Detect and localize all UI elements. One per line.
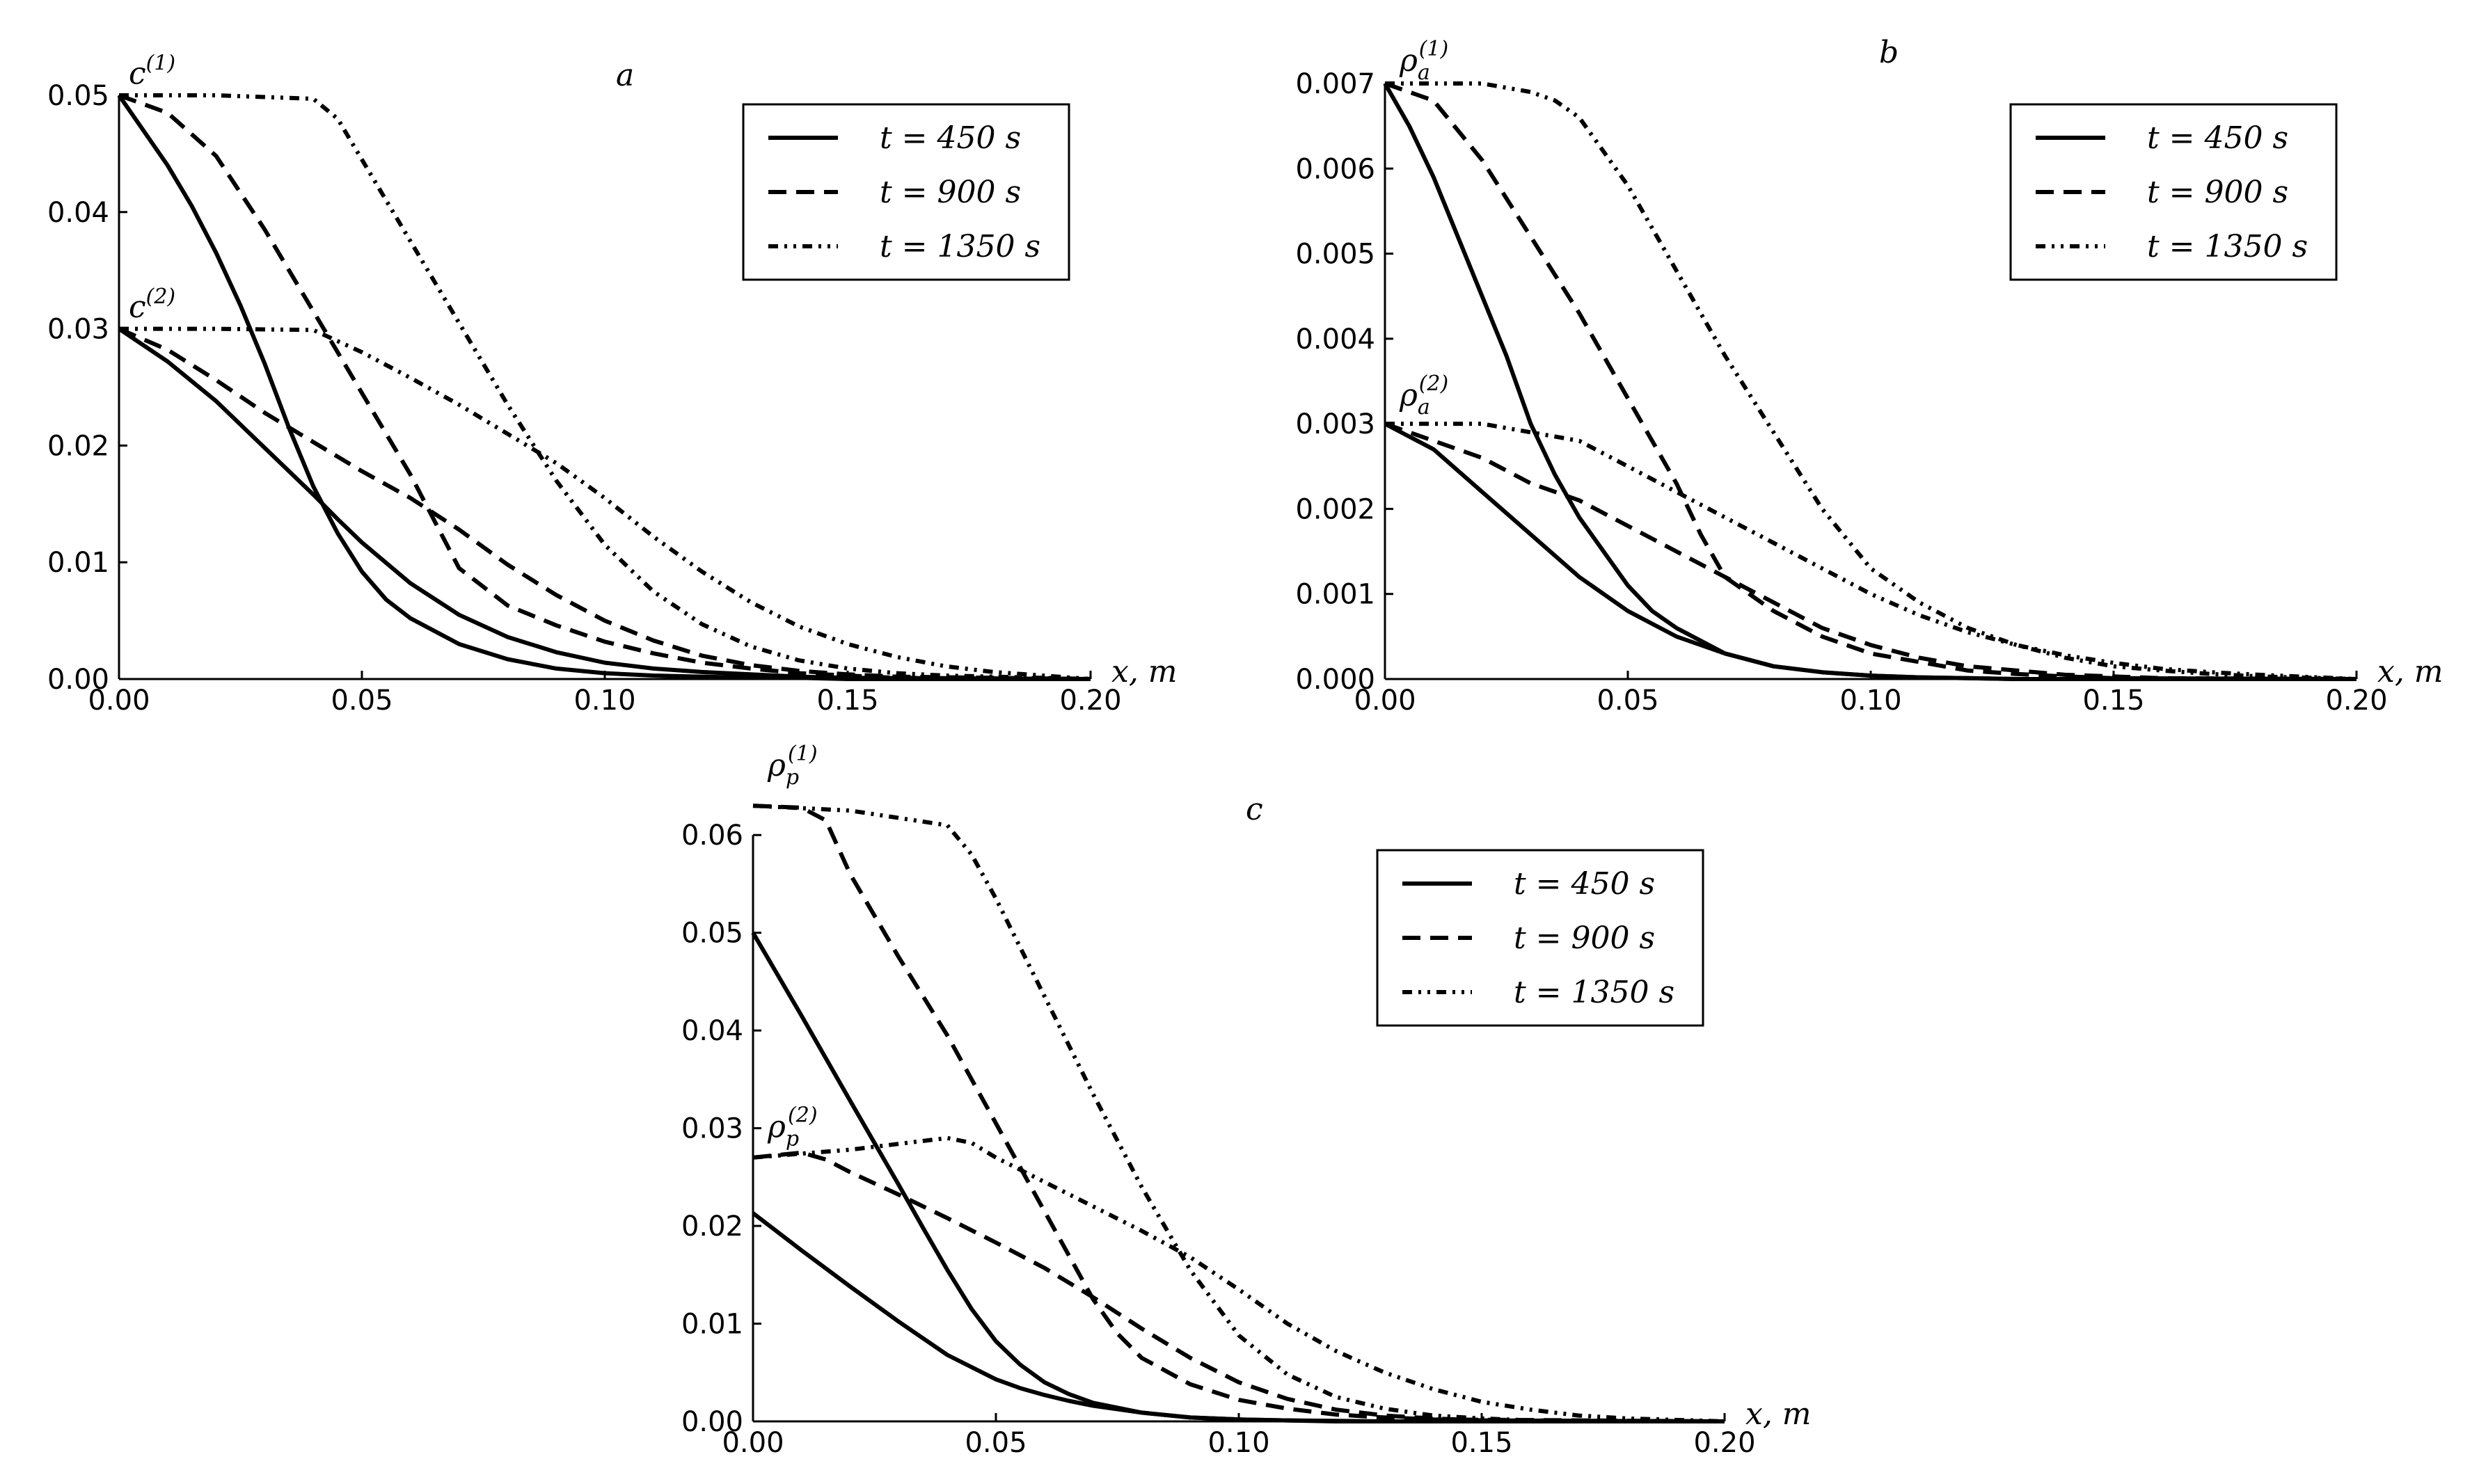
x-tick-label: 0.05 <box>965 1427 1027 1459</box>
x-tick-label: 0.20 <box>1693 1427 1755 1459</box>
legend-label: t = 450 s <box>1514 866 1655 902</box>
y-tick-label: 0.04 <box>681 1015 743 1047</box>
y-tick-label: 0.004 <box>1295 324 1375 356</box>
series-line <box>1384 422 2357 681</box>
y-tick-label: 0.00 <box>47 664 109 696</box>
legend-label: t = 1350 s <box>1514 975 1674 1010</box>
panel-a: 0.00 0.05 0.10 0.15 0.20 0.00 0.01 0.02 0.03 0.04… <box>47 51 1178 717</box>
y-tick-label: 0.01 <box>681 1309 743 1341</box>
legend: t = 450 s t = 900 s t = 1350 s <box>2009 103 2338 281</box>
y-tick-label: 0.05 <box>681 918 743 950</box>
x-tick-label: 0.10 <box>573 685 635 717</box>
y-tick-label: 0.03 <box>47 314 109 346</box>
y-tick-label: 0.02 <box>681 1211 743 1243</box>
y-tick-label: 0.02 <box>47 430 109 462</box>
series-line <box>1384 422 2357 681</box>
panel-label: a <box>616 58 634 93</box>
x-tick-label: 0.10 <box>1839 685 1901 717</box>
series-line <box>119 93 1091 681</box>
y-tick-label: 0.00 <box>681 1406 743 1438</box>
x-tick-label: 0.00 <box>722 1427 784 1459</box>
y-tick-label: 0.03 <box>681 1113 743 1145</box>
x-tick-label: 0.05 <box>331 685 393 717</box>
y-tick-label: 0.002 <box>1295 493 1375 525</box>
x-axis-label: x, m <box>1745 1396 1812 1432</box>
x-tick-label: 0.15 <box>816 685 878 717</box>
panel-b: 0.00 0.05 0.10 0.15 0.20 0.000 0.001 0.002 0.003… <box>1295 35 2443 717</box>
y-tick-label: 0.001 <box>1295 579 1375 611</box>
panel-c: 0.00 0.05 0.10 0.15 0.20 0.00 0.01 0.02 0.03 0.04… <box>681 742 1812 1459</box>
series-line <box>117 94 1091 681</box>
series-line <box>118 93 1091 681</box>
y-tick-label: 0.04 <box>47 197 109 229</box>
panel-label: b <box>1879 35 1899 70</box>
legend: t = 450 s t = 900 s t = 1350 s <box>742 103 1070 281</box>
x-axis-label: x, m <box>1111 654 1178 689</box>
y-tick-label: 0.006 <box>1295 153 1375 185</box>
y-tick-label: 0.01 <box>47 547 109 579</box>
series-line <box>1385 81 2357 681</box>
series-line <box>119 326 1091 681</box>
series-line <box>118 327 1091 681</box>
y-tick-label: 0.005 <box>1295 239 1375 271</box>
x-tick-label: 0.00 <box>88 685 150 717</box>
curve-label: ρa(2) <box>1399 372 1448 420</box>
curve-label: ρp(1) <box>767 742 818 790</box>
legend-label: t = 1350 s <box>880 229 1040 264</box>
series-line <box>1384 81 2357 681</box>
legend-label: t = 900 s <box>1514 920 1655 956</box>
x-tick-label: 0.20 <box>2325 685 2387 717</box>
x-tick-label: 0.15 <box>1450 1427 1512 1459</box>
y-tick-label: 0.007 <box>1295 68 1375 100</box>
y-tick-label: 0.003 <box>1295 408 1375 440</box>
series-line <box>752 1211 1725 1423</box>
curve-label: ρp(2) <box>767 1103 818 1151</box>
panel-label: c <box>1246 792 1263 827</box>
x-tick-label: 0.00 <box>1354 685 1416 717</box>
x-tick-label: 0.10 <box>1207 1427 1269 1459</box>
series-line <box>752 1135 1725 1423</box>
legend: t = 450 s t = 900 s t = 1350 s <box>1376 849 1704 1027</box>
legend-label: t = 900 s <box>880 175 1021 210</box>
curve-label: ρa(1) <box>1399 37 1448 85</box>
curve-label: c(2) <box>129 285 175 325</box>
legend-box <box>1376 849 1704 1027</box>
legend-label: t = 900 s <box>2147 175 2288 210</box>
series-line <box>752 1150 1725 1423</box>
series-line <box>1385 422 2357 681</box>
x-tick-label: 0.15 <box>2082 685 2144 717</box>
series-line <box>118 326 1091 681</box>
y-tick-label: 0.06 <box>681 820 743 852</box>
x-tick-label: 0.05 <box>1597 685 1658 717</box>
legend-label: t = 450 s <box>2147 120 2288 156</box>
legend-label: t = 450 s <box>880 120 1021 156</box>
y-tick-label: 0.000 <box>1295 664 1375 696</box>
x-axis-label: x, m <box>2377 654 2444 689</box>
series-line <box>752 804 1725 1423</box>
curve-label: c(1) <box>129 51 175 92</box>
y-tick-label: 0.05 <box>47 80 109 112</box>
x-tick-label: 0.20 <box>1059 685 1121 717</box>
legend-label: t = 1350 s <box>2147 229 2308 264</box>
